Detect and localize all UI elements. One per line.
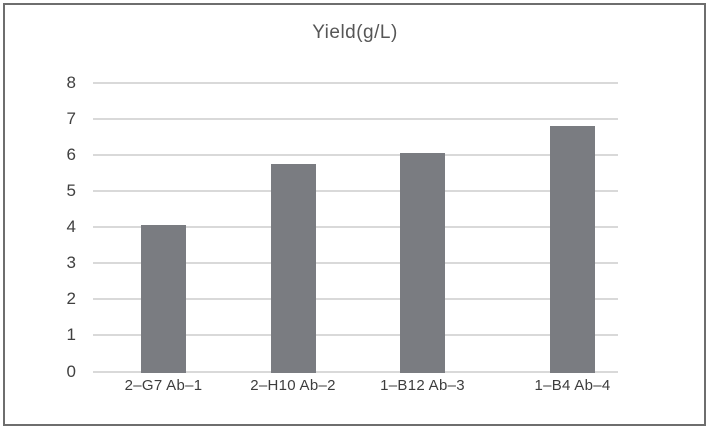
gridline [93,370,618,373]
y-tick-label: 4 [66,217,76,237]
y-tick-label: 6 [66,145,76,165]
y-tick-label: 7 [66,109,76,129]
gridline [93,334,618,337]
bar [400,153,445,373]
bar [270,164,316,373]
bar [141,225,186,373]
gridline [93,226,618,229]
gridline [93,82,618,84]
gridline [93,118,618,121]
figure-frame-border [3,3,706,426]
y-tick-label: 5 [66,181,76,201]
gridline [93,298,618,301]
gridline [93,190,618,193]
y-tick-label: 2 [66,289,76,309]
y-tick-label: 0 [66,361,76,381]
gridline [93,154,618,157]
x-category-label: 2–H10 Ab–2 [250,377,336,394]
y-tick-label: 3 [66,253,76,273]
y-tick-label: 8 [66,73,76,92]
bar [550,126,595,373]
x-category-label: 1–B4 Ab–4 [534,377,611,394]
x-category-label: 2–G7 Ab–1 [124,377,203,394]
x-category-label: 1–B12 Ab–3 [380,377,465,394]
gridline [93,262,618,265]
y-tick-label: 1 [66,325,76,345]
chart-title: Yield(g/L) [312,22,398,43]
